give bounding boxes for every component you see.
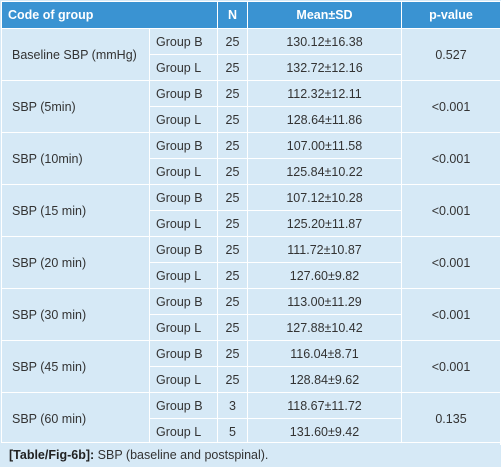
group-cell: Group B [149,236,218,263]
group-cell: Group L [149,418,218,445]
mean-sd-cell: 107.12±10.28 [247,184,402,211]
group-cell: Group L [149,314,218,341]
n-cell: 25 [217,288,248,315]
mean-sd-cell: 127.88±10.42 [247,314,402,341]
p-value-cell: 0.527 [401,28,501,81]
group-cell: Group L [149,262,218,289]
group-cell: Group L [149,54,218,81]
group-cell: Group B [149,28,218,55]
n-cell: 25 [217,340,248,367]
n-cell: 25 [217,158,248,185]
table-row: Group L 25 127.60±9.82 [2,262,501,289]
p-value-cell: <0.001 [401,184,501,237]
mean-sd-cell: 125.84±10.22 [247,158,402,185]
n-cell: 25 [217,132,248,159]
parameter-cell: SBP (10min) [1,132,150,185]
parameter-cell: SBP (15 min) [1,184,150,237]
group-cell: Group B [149,80,218,107]
p-value-cell: <0.001 [401,288,501,341]
table-row: Group L 25 128.64±11.86 [2,106,501,133]
n-cell: 25 [217,106,248,133]
mean-sd-cell: 125.20±11.87 [247,210,402,237]
table-row: SBP (5min) Group B 25 112.32±12.11 <0.001 [1,80,501,133]
table-row: Group L 25 125.84±10.22 [2,158,501,185]
group-cell: Group B [149,184,218,211]
parameter-cell: SBP (45 min) [1,340,150,393]
p-value-cell: <0.001 [401,340,501,393]
n-cell: 25 [217,54,248,81]
caption-text: SBP (baseline and postspinal). [97,448,269,462]
group-cell: Group B [149,132,218,159]
header-code-of-group: Code of group [1,1,218,29]
table-row: SBP (20 min) Group B 25 111.72±10.87 <0.001 [1,236,501,289]
table-row: SBP (30 min) Group B 25 113.00±11.29 <0.001 [1,288,501,341]
header-p-value: p-value [401,1,501,29]
p-value-cell: 0.135 [401,392,501,445]
header-mean-sd: Mean±SD [247,1,402,29]
table-row: Group L 25 127.88±10.42 [2,314,501,341]
sbp-table: Code of group N Mean±SD p-value Baseline… [1,1,501,445]
parameter-cell: Baseline SBP (mmHg) [1,28,150,81]
table-row: SBP (15 min) Group B 25 107.12±10.28 <0.001 [1,184,501,237]
mean-sd-cell: 113.00±11.29 [247,288,402,315]
n-cell: 25 [217,314,248,341]
parameter-cell: SBP (30 min) [1,288,150,341]
table-row: Group L 25 125.20±11.87 [2,210,501,237]
caption-tag: [Table/Fig-6b]: [9,448,95,462]
n-cell: 5 [217,418,248,445]
n-cell: 25 [217,236,248,263]
group-cell: Group B [149,392,218,419]
table-row: Baseline SBP (mmHg) Group B 25 130.12±16.38… [1,28,501,81]
mean-sd-cell: 118.67±11.72 [247,392,402,419]
mean-sd-cell: 111.72±10.87 [247,236,402,263]
mean-sd-cell: 131.60±9.42 [247,418,402,445]
n-cell: 25 [217,80,248,107]
table-row: SBP (10min) Group B 25 107.00±11.58 <0.001 [1,132,501,185]
mean-sd-cell: 132.72±12.16 [247,54,402,81]
table-caption: [Table/Fig-6b]: SBP (baseline and postsp… [1,442,500,466]
group-cell: Group B [149,340,218,367]
group-cell: Group L [149,210,218,237]
n-cell: 3 [217,392,248,419]
table-row: SBP (60 min) Group B 3 118.67±11.72 0.135 [1,392,501,445]
mean-sd-cell: 127.60±9.82 [247,262,402,289]
parameter-cell: SBP (20 min) [1,236,150,289]
group-cell: Group L [149,158,218,185]
table-row: Group L 25 128.84±9.62 [2,366,501,393]
table-row: Group L 5 131.60±9.42 [2,418,501,445]
mean-sd-cell: 112.32±12.11 [247,80,402,107]
p-value-cell: <0.001 [401,132,501,185]
n-cell: 25 [217,210,248,237]
n-cell: 25 [217,184,248,211]
group-cell: Group L [149,366,218,393]
n-cell: 25 [217,366,248,393]
n-cell: 25 [217,28,248,55]
n-cell: 25 [217,262,248,289]
header-n: N [217,1,248,29]
p-value-cell: <0.001 [401,236,501,289]
table-row: SBP (45 min) Group B 25 116.04±8.71 <0.001 [1,340,501,393]
mean-sd-cell: 128.64±11.86 [247,106,402,133]
mean-sd-cell: 128.84±9.62 [247,366,402,393]
mean-sd-cell: 116.04±8.71 [247,340,402,367]
mean-sd-cell: 130.12±16.38 [247,28,402,55]
group-cell: Group B [149,288,218,315]
parameter-cell: SBP (60 min) [1,392,150,445]
p-value-cell: <0.001 [401,80,501,133]
header-row: Code of group N Mean±SD p-value [1,1,501,29]
parameter-cell: SBP (5min) [1,80,150,133]
group-cell: Group L [149,106,218,133]
mean-sd-cell: 107.00±11.58 [247,132,402,159]
